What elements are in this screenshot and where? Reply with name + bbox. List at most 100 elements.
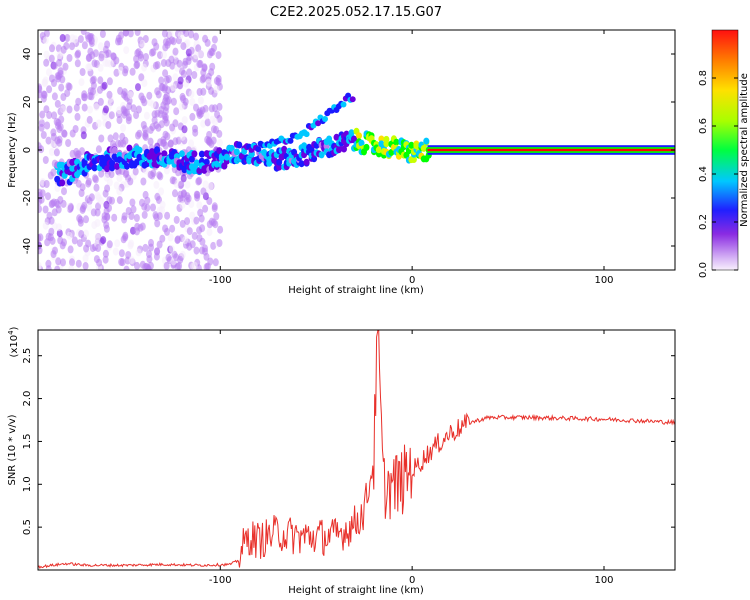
heatmap-cell bbox=[204, 38, 211, 47]
spectrogram-panel: -100 0 100 -40 -20 0 20 40 Height of straight … bbox=[7, 29, 676, 296]
heatmap-cell bbox=[163, 261, 170, 270]
snr-x-ticks: -100 0 100 bbox=[209, 330, 614, 586]
heatmap-cell bbox=[155, 90, 162, 99]
heatmap-cell bbox=[162, 38, 169, 47]
heatmap-cell bbox=[98, 134, 105, 143]
heatmap-cell bbox=[106, 90, 113, 99]
heatmap-cell bbox=[46, 68, 52, 77]
heatmap-cell bbox=[76, 214, 83, 223]
heatmap-cell bbox=[86, 53, 93, 62]
heatmap-cell bbox=[44, 121, 51, 130]
snr-y-multiplier: (x104) bbox=[7, 326, 20, 357]
heatmap-cell bbox=[112, 247, 119, 256]
heatmap-cell bbox=[333, 133, 340, 141]
snr-y-ticks: 0.5 1.0 1.5 2.0 2.5 bbox=[22, 348, 675, 535]
heatmap-cell bbox=[185, 194, 192, 203]
x-tick-label: 100 bbox=[594, 275, 613, 286]
heatmap-cell bbox=[136, 146, 143, 154]
heatmap-cell bbox=[45, 136, 52, 145]
heatmap-cell bbox=[200, 187, 207, 196]
heatmap-cell bbox=[143, 111, 150, 120]
heatmap-cell bbox=[133, 61, 140, 70]
heatmap-cell bbox=[152, 61, 159, 70]
heatmap-cell bbox=[212, 258, 219, 267]
heatmap-cell bbox=[102, 58, 109, 67]
snr-x-axis-label: Height of straight line (km) bbox=[288, 585, 424, 596]
heatmap-cell bbox=[121, 212, 128, 221]
heatmap-cell bbox=[184, 180, 191, 189]
heatmap-cell bbox=[179, 132, 186, 141]
heatmap-cell bbox=[146, 91, 153, 100]
heatmap-cell bbox=[196, 60, 203, 68]
heatmap-cell bbox=[142, 243, 149, 252]
heatmap-cell bbox=[97, 97, 104, 106]
heatmap-cell bbox=[111, 146, 118, 154]
heatmap-cell bbox=[106, 240, 113, 249]
heatmap-cell bbox=[48, 147, 55, 156]
heatmap-cell bbox=[349, 96, 356, 103]
heatmap-cell bbox=[95, 202, 101, 211]
heatmap-cell bbox=[228, 144, 235, 152]
heatmap-cell bbox=[165, 253, 172, 262]
heatmap-cell bbox=[87, 33, 94, 41]
heatmap-cell bbox=[38, 119, 45, 127]
y-tick-label: 0 bbox=[22, 147, 33, 153]
heatmap-cell bbox=[356, 132, 362, 140]
heatmap-cell bbox=[56, 58, 63, 67]
x-tick-label: -100 bbox=[209, 275, 232, 286]
heatmap-cell bbox=[212, 118, 219, 126]
heatmap-cell bbox=[158, 83, 165, 92]
heatmap-cell bbox=[87, 105, 93, 114]
heatmap-cell bbox=[199, 237, 206, 246]
heatmap-cell bbox=[298, 160, 305, 168]
heatmap-cell bbox=[160, 101, 167, 110]
heatmap-cell bbox=[200, 68, 207, 77]
heatmap-cell bbox=[161, 30, 168, 38]
heatmap-cell bbox=[216, 147, 223, 155]
heatmap-cell bbox=[211, 35, 218, 44]
y-tick-label: 40 bbox=[22, 48, 33, 61]
heatmap-cell bbox=[163, 166, 170, 175]
heatmap-cell bbox=[80, 131, 87, 140]
heatmap-cell bbox=[95, 244, 102, 252]
heatmap-cell bbox=[108, 111, 115, 120]
heatmap-cell bbox=[40, 131, 47, 139]
heatmap-cell bbox=[216, 239, 223, 247]
heatmap-cell bbox=[48, 227, 55, 236]
heatmap-cell bbox=[186, 227, 193, 236]
heatmap-cell bbox=[38, 195, 45, 204]
heatmap-cell bbox=[120, 235, 127, 244]
heatmap-cell bbox=[197, 107, 203, 116]
heatmap-cell bbox=[68, 265, 75, 270]
heatmap-cell bbox=[43, 58, 50, 67]
heatmap-cell bbox=[108, 170, 115, 179]
heatmap-cell bbox=[85, 63, 92, 72]
heatmap-cell bbox=[113, 56, 120, 65]
heatmap-cell bbox=[91, 164, 98, 172]
heatmap-cell bbox=[169, 176, 176, 185]
heatmap-cell bbox=[202, 104, 209, 113]
heatmap-cell bbox=[78, 230, 85, 238]
heatmap-cell bbox=[197, 96, 204, 105]
heatmap-cell bbox=[145, 265, 152, 270]
heatmap-cell bbox=[410, 156, 417, 163]
heatmap-cell bbox=[216, 138, 223, 147]
heatmap-cell bbox=[193, 216, 200, 225]
spectrogram-y-ticks: -40 -20 0 20 40 bbox=[22, 48, 675, 254]
heatmap-cell bbox=[172, 189, 178, 198]
heatmap-cell bbox=[53, 117, 60, 126]
heatmap-cell bbox=[92, 174, 98, 183]
y-tick-label: 2.5 bbox=[22, 348, 33, 364]
heatmap-cell bbox=[98, 196, 104, 205]
heatmap-cell bbox=[97, 76, 104, 85]
heatmap-cell bbox=[148, 238, 154, 247]
heatmap-cell bbox=[105, 121, 112, 129]
heatmap-cell bbox=[209, 48, 216, 56]
heatmap-cell bbox=[159, 234, 166, 243]
heatmap-cell bbox=[65, 82, 72, 91]
heatmap-cell bbox=[50, 198, 57, 207]
heatmap-cell bbox=[141, 63, 148, 72]
heatmap-cell bbox=[38, 205, 42, 213]
heatmap-cell bbox=[158, 187, 165, 196]
heatmap-cell bbox=[177, 190, 184, 199]
